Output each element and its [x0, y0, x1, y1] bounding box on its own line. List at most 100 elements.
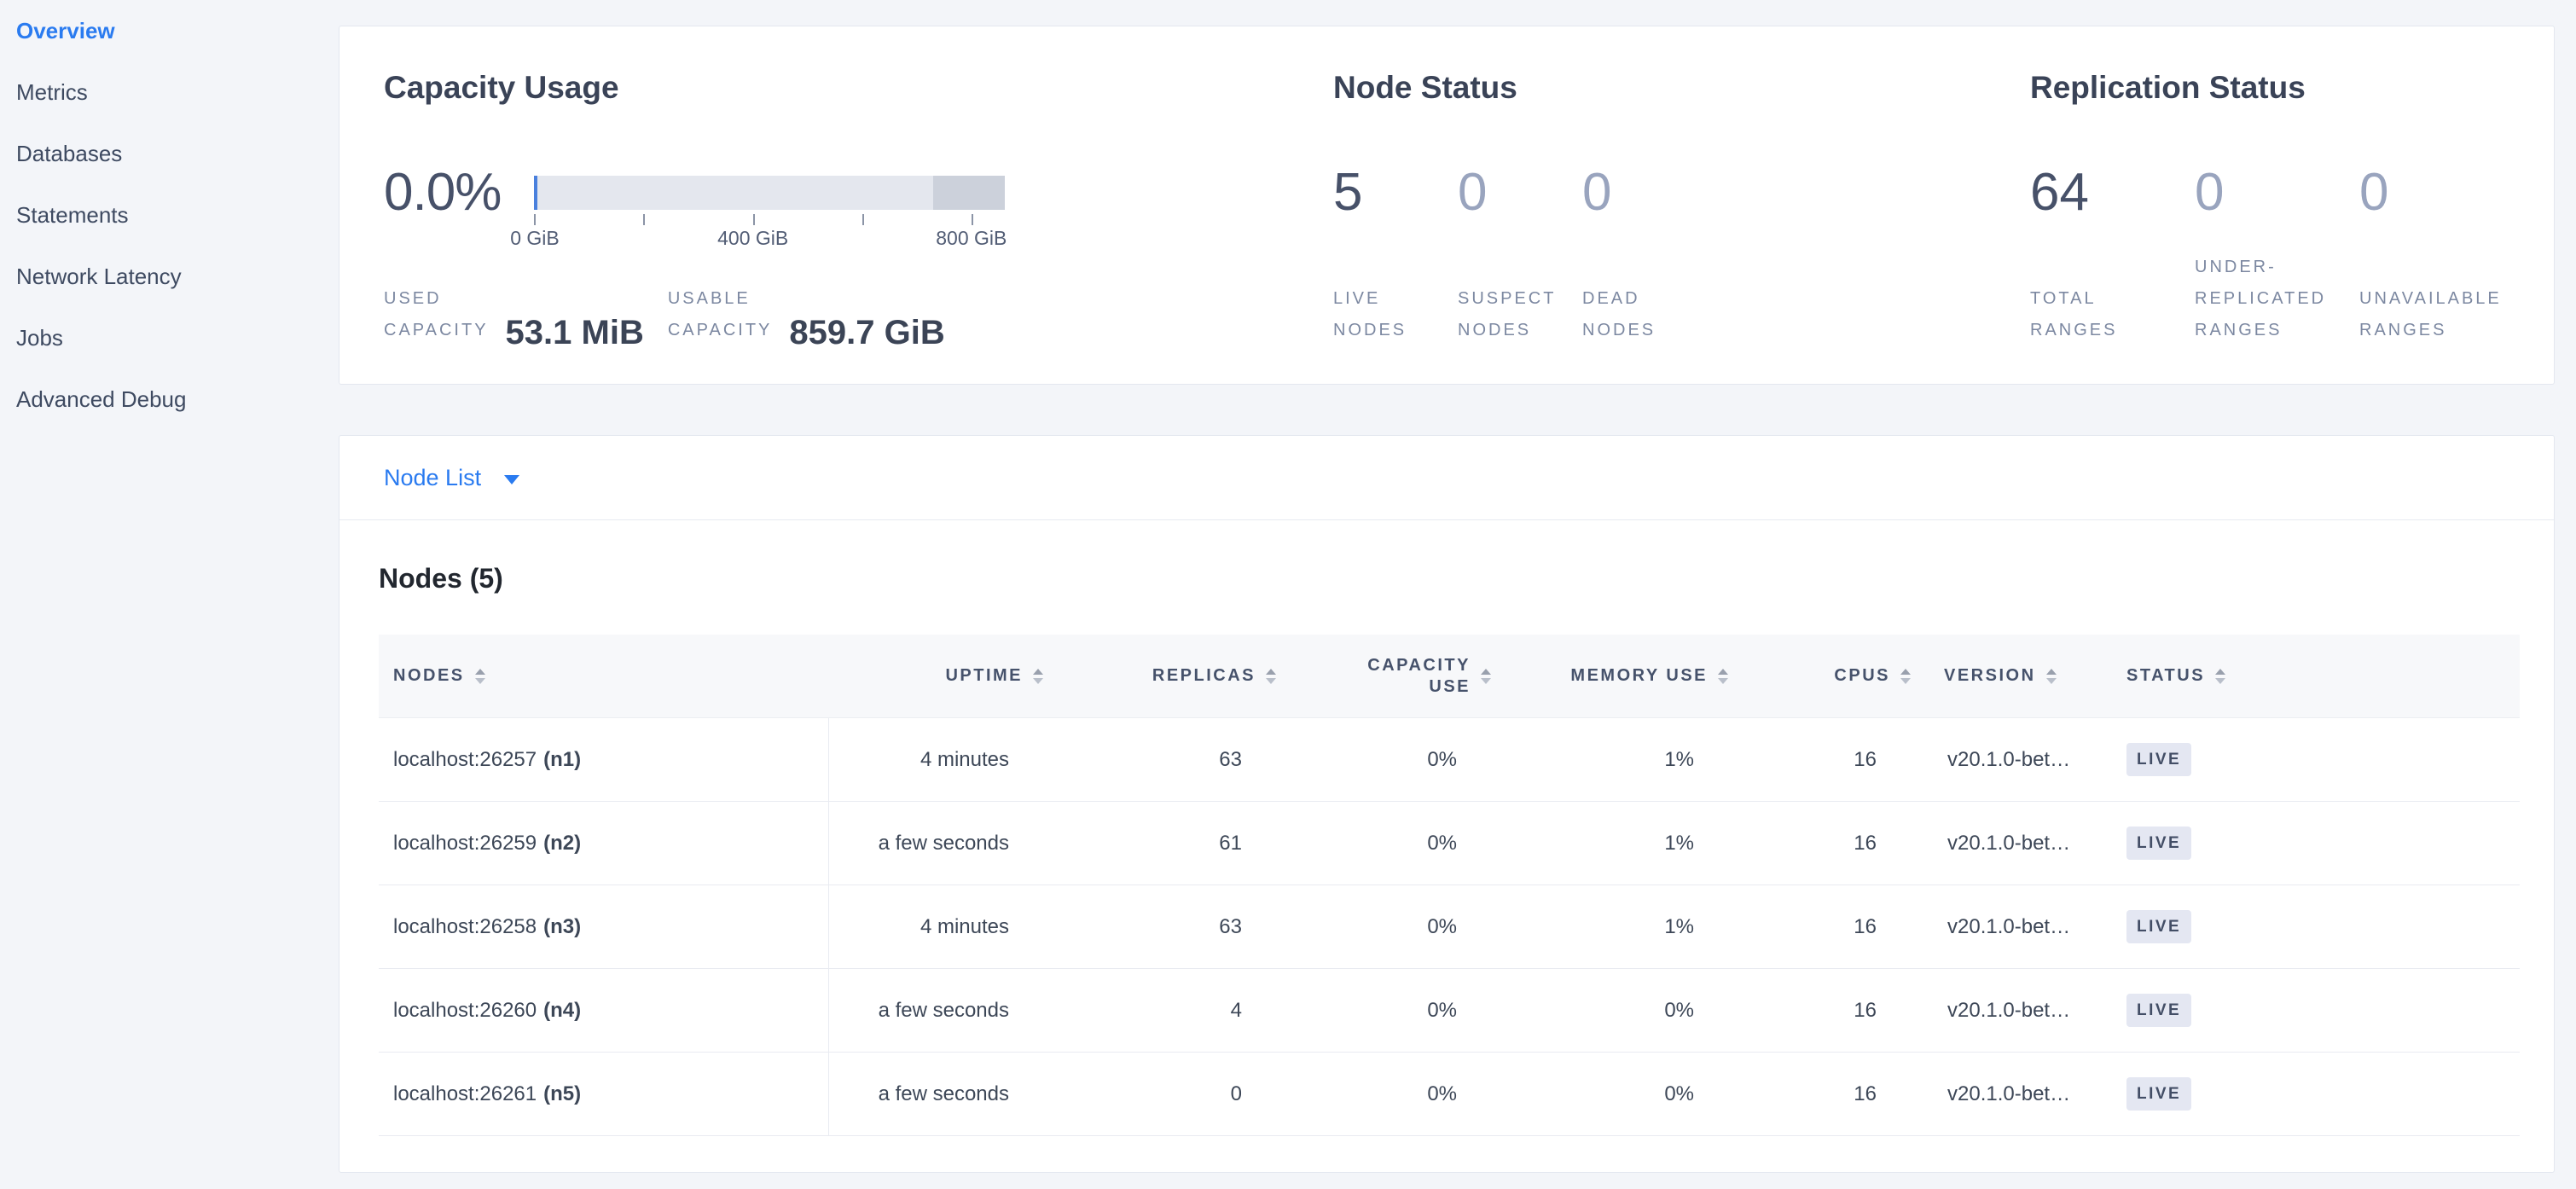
capacity-gauge-bar: [534, 176, 1005, 210]
cpus-cell: 16: [1854, 998, 1877, 1022]
status-cell: LIVE: [2126, 802, 2520, 884]
gauge-label-400: 400 GiB: [717, 227, 789, 249]
column-header-version[interactable]: VERSION: [1911, 666, 2126, 686]
sort-icon[interactable]: [1900, 668, 1911, 684]
column-header-status[interactable]: STATUS: [2126, 666, 2520, 686]
node-address-cell[interactable]: localhost:26257 (n1): [379, 718, 829, 801]
column-header-replicas[interactable]: REPLICAS: [1043, 666, 1276, 686]
sidebar-item-advanced-debug[interactable]: Advanced Debug: [16, 386, 187, 412]
gauge-axis-labels: 0 GiB 400 GiB 800 GiB: [510, 227, 1007, 251]
sidebar-item-overview[interactable]: Overview: [16, 17, 115, 44]
uptime-cell: a few seconds: [878, 831, 1009, 855]
capacity-usage-section: Capacity Usage 0.0% 0 GiB 400 GiB 800 Gi…: [339, 26, 1316, 384]
status-badge: LIVE: [2126, 994, 2192, 1027]
column-header-uptime[interactable]: UPTIME: [829, 666, 1043, 686]
memory-use-cell: 1%: [1664, 831, 1694, 855]
nodes-table-wrap: Nodes (5) NODES UPTIME REPLICAS CAPACITY…: [339, 563, 2554, 1172]
dead-nodes-label: DEAD NODES: [1582, 289, 1656, 339]
chevron-down-icon[interactable]: [504, 474, 520, 484]
status-badge: LIVE: [2126, 1077, 2192, 1111]
column-header-cpus[interactable]: CPUS: [1728, 666, 1911, 686]
used-capacity-label: USED CAPACITY: [384, 289, 489, 339]
sidebar-item-statements[interactable]: Statements: [16, 201, 129, 228]
capacity-use-cell: 0%: [1427, 914, 1457, 938]
capacity-usage-title: Capacity Usage: [384, 70, 619, 105]
node-id: (n3): [543, 914, 582, 938]
memory-use-cell: 0%: [1664, 1082, 1694, 1105]
sort-icon[interactable]: [474, 668, 485, 684]
total-ranges-label: TOTAL RANGES: [2030, 289, 2118, 339]
dead-nodes-stat: 0 DEAD NODES: [1582, 166, 1707, 346]
node-address: localhost:26257: [393, 747, 537, 771]
status-badge: LIVE: [2126, 826, 2192, 860]
table-row[interactable]: localhost:26258 (n3) 4 minutes 63 0% 1% 1…: [379, 885, 2520, 969]
version-cell: v20.1.0-bet…: [1947, 998, 2071, 1022]
memory-use-cell: 1%: [1664, 747, 1694, 771]
node-address-cell[interactable]: localhost:26261 (n5): [379, 1053, 829, 1135]
capacity-use-cell: 0%: [1427, 998, 1457, 1022]
cpus-cell: 16: [1854, 1082, 1877, 1105]
status-badge: LIVE: [2126, 910, 2192, 943]
suspect-nodes-count: 0: [1458, 163, 1488, 222]
version-cell: v20.1.0-bet…: [1947, 831, 2071, 855]
replicas-cell: 0: [1230, 1082, 1242, 1105]
sidebar-item-metrics[interactable]: Metrics: [16, 78, 88, 105]
node-id: (n1): [543, 747, 582, 771]
node-list-dropdown[interactable]: Node List: [384, 464, 482, 490]
total-ranges-count: 64: [2030, 163, 2089, 222]
uptime-cell: 4 minutes: [920, 747, 1009, 771]
sidebar-item-databases[interactable]: Databases: [16, 140, 123, 166]
status-cell: LIVE: [2126, 885, 2520, 968]
capacity-used-percent: 0.0%: [384, 163, 502, 222]
usable-capacity-label: USABLE CAPACITY: [667, 289, 773, 339]
version-cell: v20.1.0-bet…: [1947, 914, 2071, 938]
version-cell: v20.1.0-bet…: [1947, 1082, 2071, 1105]
replicas-cell: 4: [1230, 998, 1242, 1022]
gauge-used-marker: [534, 176, 537, 210]
status-cell: LIVE: [2126, 718, 2520, 801]
suspect-nodes-label: SUSPECT NODES: [1458, 289, 1557, 339]
column-header-nodes[interactable]: NODES: [379, 666, 829, 686]
table-header-row: NODES UPTIME REPLICAS CAPACITY USE MEMOR…: [379, 635, 2520, 718]
replication-status-title: Replication Status: [2030, 70, 2306, 105]
cpus-cell: 16: [1854, 747, 1877, 771]
table-row[interactable]: localhost:26260 (n4) a few seconds 4 0% 0…: [379, 969, 2520, 1053]
under-replicated-label: UNDER- REPLICATED RANGES: [2195, 258, 2327, 339]
sort-icon[interactable]: [1481, 668, 1491, 684]
main-content: Capacity Usage 0.0% 0 GiB 400 GiB 800 Gi…: [339, 0, 2576, 1189]
gauge-label-800: 800 GiB: [936, 227, 1007, 249]
sort-icon[interactable]: [2045, 668, 2057, 684]
table-row[interactable]: localhost:26259 (n2) a few seconds 61 0% …: [379, 802, 2520, 885]
uptime-cell: a few seconds: [878, 998, 1009, 1022]
uptime-cell: a few seconds: [878, 1082, 1009, 1105]
table-title: Nodes (5): [379, 563, 503, 594]
total-ranges-stat: 64 TOTAL RANGES: [2030, 166, 2195, 346]
usable-capacity-value: 859.7 GiB: [789, 314, 945, 351]
cpus-cell: 16: [1854, 831, 1877, 855]
node-address-cell[interactable]: localhost:26259 (n2): [379, 802, 829, 884]
node-address-cell[interactable]: localhost:26258 (n3): [379, 885, 829, 968]
replicas-cell: 63: [1219, 914, 1242, 938]
uptime-cell: 4 minutes: [920, 914, 1009, 938]
table-row[interactable]: localhost:26257 (n1) 4 minutes 63 0% 1% 1…: [379, 718, 2520, 802]
live-nodes-label: LIVE NODES: [1333, 289, 1407, 339]
sidebar-item-jobs[interactable]: Jobs: [16, 324, 63, 351]
capacity-use-cell: 0%: [1427, 831, 1457, 855]
unavailable-ranges-stat: 0 UNAVAILABLE RANGES: [2359, 166, 2524, 346]
gauge-label-0: 0 GiB: [510, 227, 560, 249]
unavailable-label: UNAVAILABLE RANGES: [2359, 289, 2502, 339]
column-header-memory-use[interactable]: MEMORY USE: [1491, 666, 1728, 686]
replicas-cell: 63: [1219, 747, 1242, 771]
node-list-panel: Node List Nodes (5) NODES UPTIME REPLICA…: [339, 435, 2555, 1173]
sort-icon[interactable]: [1266, 668, 1276, 684]
sidebar-item-network-latency[interactable]: Network Latency: [16, 263, 182, 289]
node-address: localhost:26258: [393, 914, 537, 938]
nodes-table: NODES UPTIME REPLICAS CAPACITY USE MEMOR…: [379, 635, 2520, 1136]
table-row[interactable]: localhost:26261 (n5) a few seconds 0 0% 0…: [379, 1053, 2520, 1136]
sort-icon[interactable]: [2215, 668, 2226, 684]
column-header-capacity-use[interactable]: CAPACITY USE: [1276, 655, 1491, 698]
sort-icon[interactable]: [1033, 668, 1043, 684]
sort-icon[interactable]: [1718, 668, 1728, 684]
live-nodes-count: 5: [1333, 163, 1363, 222]
node-address-cell[interactable]: localhost:26260 (n4): [379, 969, 829, 1052]
